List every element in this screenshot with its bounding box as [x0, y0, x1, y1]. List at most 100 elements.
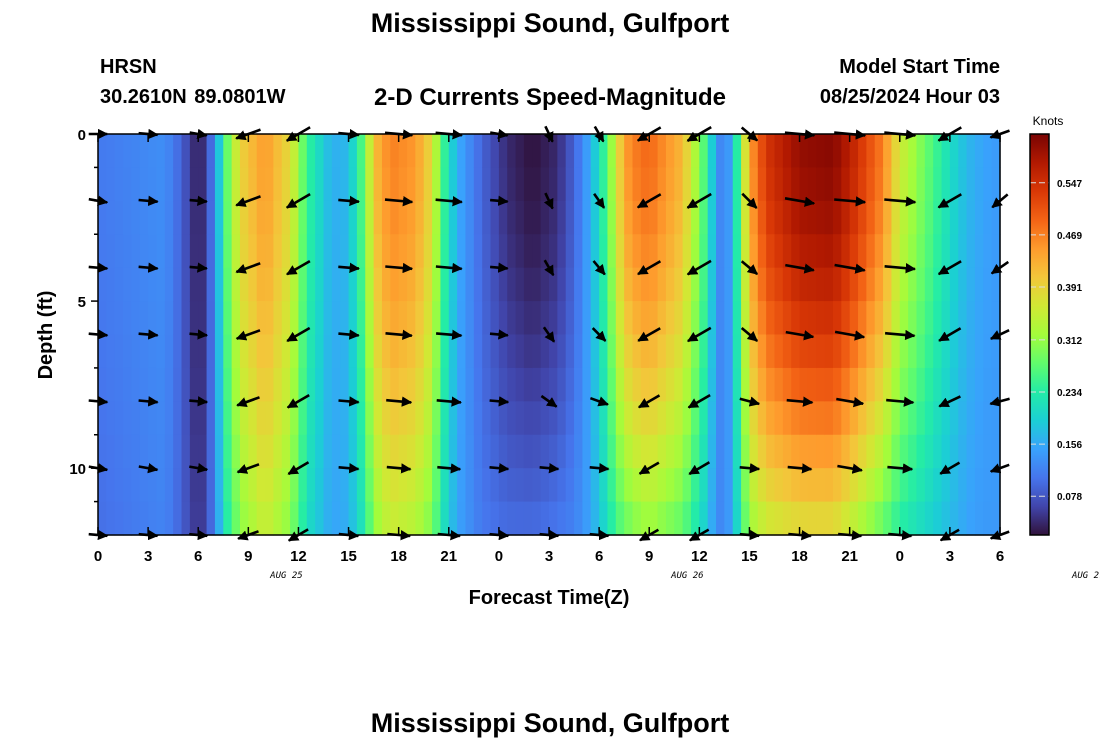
- heatmap-cell: [916, 200, 926, 235]
- current-vector: [686, 259, 712, 276]
- heatmap-cell: [832, 334, 842, 369]
- heatmap-cell: [632, 234, 642, 269]
- heatmap-cell: [941, 501, 951, 536]
- heatmap-cell: [523, 301, 533, 336]
- heatmap-cell: [331, 134, 341, 169]
- heatmap-cell: [356, 367, 366, 402]
- heatmap-cell: [540, 468, 550, 503]
- x-tick-label: 12: [691, 548, 708, 565]
- heatmap-cell: [306, 234, 316, 269]
- heatmap-cell: [766, 468, 776, 503]
- heatmap-cell: [891, 434, 901, 469]
- heatmap-cell: [423, 434, 433, 469]
- heatmap-cell: [632, 401, 642, 436]
- colorbar-tick-label: 0.469: [1057, 231, 1082, 242]
- heatmap-cell: [599, 501, 609, 536]
- heatmap-cell: [549, 167, 558, 202]
- heatmap-cell: [841, 501, 851, 536]
- heatmap-cell: [640, 367, 650, 402]
- heatmap-cell: [331, 334, 341, 369]
- heatmap-cell: [106, 468, 116, 503]
- heatmap-cell: [281, 200, 291, 235]
- heatmap-cell: [231, 134, 241, 169]
- heatmap-cell: [515, 401, 525, 436]
- heatmap-cell: [707, 434, 717, 469]
- heatmap-cell: [156, 334, 166, 369]
- heatmap-cell: [365, 267, 375, 302]
- heatmap-cell: [256, 401, 266, 436]
- heatmap-cell: [156, 267, 166, 302]
- heatmap-cell: [156, 200, 166, 235]
- heatmap-cell: [899, 468, 909, 503]
- heatmap-cell: [123, 501, 133, 536]
- heatmap-cell: [816, 367, 826, 402]
- heatmap-cell: [407, 367, 416, 402]
- heatmap-cell: [933, 367, 943, 402]
- heatmap-cell: [423, 334, 433, 369]
- heatmap-cell: [315, 468, 325, 503]
- heatmap-cell: [883, 134, 893, 169]
- heatmap-cell: [615, 167, 625, 202]
- heatmap-cell: [607, 200, 617, 235]
- heatmap-cell: [991, 200, 1001, 235]
- heatmap-cell: [473, 301, 483, 336]
- current-vector: [887, 463, 914, 474]
- heatmap-cell: [724, 367, 734, 402]
- heatmap-cell: [273, 267, 283, 302]
- heatmap-cell: [465, 367, 475, 402]
- heatmap-cell: [690, 267, 700, 302]
- heatmap-cell: [690, 401, 700, 436]
- current-vector: [834, 196, 867, 207]
- heatmap-cell: [323, 468, 333, 503]
- heatmap-cell: [482, 334, 492, 369]
- heatmap-cell: [356, 200, 366, 235]
- heatmap-cell: [432, 501, 442, 536]
- heatmap-cell: [640, 401, 650, 436]
- heatmap-cell: [674, 167, 684, 202]
- heatmap-cell: [415, 334, 425, 369]
- current-vector: [286, 326, 311, 343]
- heatmap-cell: [674, 267, 684, 302]
- heatmap-cell: [340, 267, 350, 302]
- heatmap-cell: [381, 167, 391, 202]
- heatmap-cell: [348, 501, 358, 536]
- heatmap-cell: [465, 234, 475, 269]
- heatmap-cell: [816, 468, 826, 503]
- heatmap-cell: [281, 501, 291, 536]
- heatmap-cell: [933, 401, 943, 436]
- heatmap-cell: [590, 301, 600, 336]
- heatmap-cell: [782, 301, 792, 336]
- heatmap-cell: [707, 301, 717, 336]
- heatmap-cell: [599, 468, 609, 503]
- heatmap-cell: [924, 401, 934, 436]
- heatmap-cell: [983, 200, 993, 235]
- heatmap-cell: [473, 401, 483, 436]
- heatmap-cell: [933, 167, 943, 202]
- heatmap-cell: [866, 434, 876, 469]
- heatmap-cell: [323, 334, 333, 369]
- heatmap-cell: [290, 401, 300, 436]
- heatmap-cell: [966, 301, 976, 336]
- heatmap-cell: [290, 434, 300, 469]
- heatmap-cell: [549, 468, 558, 503]
- heatmap-cell: [239, 200, 249, 235]
- heatmap-cell: [866, 468, 876, 503]
- heatmap-cell: [665, 434, 675, 469]
- heatmap-cell: [106, 134, 116, 169]
- heatmap-cell: [123, 200, 133, 235]
- heatmap-cell: [799, 367, 809, 402]
- heatmap-cell: [866, 267, 876, 302]
- heatmap-cell: [507, 401, 517, 436]
- heatmap-cell: [615, 267, 625, 302]
- heatmap-cell: [690, 334, 700, 369]
- heatmap-cell: [290, 134, 300, 169]
- heatmap-cell: [791, 367, 801, 402]
- heatmap-cell: [757, 267, 767, 302]
- heatmap-cell: [791, 200, 801, 235]
- heatmap-cell: [523, 334, 533, 369]
- heatmap-cell: [557, 234, 567, 269]
- heatmap-cell: [974, 334, 984, 369]
- heatmap-cell: [239, 234, 249, 269]
- current-vector: [189, 262, 208, 273]
- heatmap-cell: [741, 134, 751, 169]
